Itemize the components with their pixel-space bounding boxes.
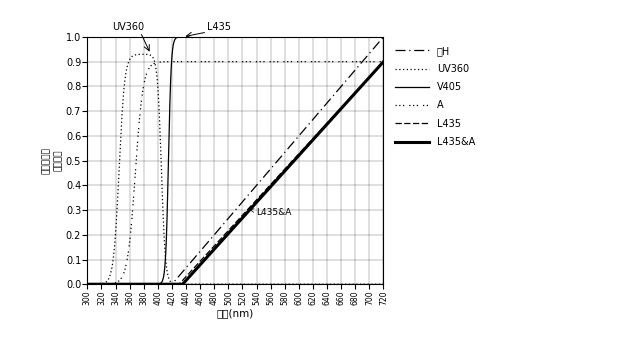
A bbox=[276, 60, 284, 64]
A bbox=[307, 60, 314, 64]
UV360 bbox=[322, 282, 330, 286]
UV360 bbox=[306, 282, 313, 286]
UV360 bbox=[380, 282, 388, 286]
V405 bbox=[325, 35, 332, 39]
Line: A: A bbox=[87, 62, 384, 284]
L435 bbox=[320, 124, 328, 128]
V405 bbox=[262, 35, 270, 39]
L435 bbox=[262, 188, 269, 192]
L435&A bbox=[380, 60, 388, 64]
紙H bbox=[304, 123, 312, 127]
L435 bbox=[324, 120, 332, 124]
A bbox=[305, 60, 312, 64]
Y-axis label: 分光透過率
分光強度: 分光透過率 分光強度 bbox=[42, 147, 63, 174]
L435&A bbox=[324, 121, 332, 125]
A bbox=[176, 60, 183, 64]
A bbox=[83, 282, 91, 286]
V405 bbox=[307, 35, 314, 39]
V405 bbox=[217, 35, 225, 39]
L435 bbox=[306, 140, 313, 144]
Text: L435&A: L435&A bbox=[250, 208, 292, 217]
L435&A bbox=[83, 282, 91, 286]
UV360 bbox=[264, 282, 271, 286]
A bbox=[262, 60, 269, 64]
L435 bbox=[83, 282, 91, 286]
Text: UV360: UV360 bbox=[112, 22, 144, 32]
L435&A bbox=[306, 142, 313, 146]
Line: L435: L435 bbox=[87, 62, 384, 284]
Text: L435: L435 bbox=[207, 22, 231, 32]
UV360 bbox=[307, 282, 315, 286]
L435&A bbox=[176, 282, 183, 286]
紙H bbox=[306, 121, 313, 125]
UV360 bbox=[325, 282, 333, 286]
紙H bbox=[380, 35, 388, 39]
V405 bbox=[83, 282, 91, 286]
V405 bbox=[176, 35, 183, 39]
X-axis label: 波長(nm): 波長(nm) bbox=[217, 308, 254, 318]
A bbox=[380, 60, 388, 64]
L435&A bbox=[320, 125, 328, 129]
Line: L435&A: L435&A bbox=[87, 62, 384, 284]
A bbox=[321, 60, 328, 64]
V405 bbox=[380, 35, 388, 39]
L435 bbox=[176, 281, 183, 285]
L435 bbox=[380, 60, 388, 64]
Line: V405: V405 bbox=[87, 37, 384, 284]
紙H bbox=[176, 273, 183, 277]
Line: UV360: UV360 bbox=[87, 54, 384, 284]
Legend: 紙H, UV360, V405, A, L435, L435&A: 紙H, UV360, V405, A, L435, L435&A bbox=[391, 42, 479, 151]
V405 bbox=[305, 35, 312, 39]
UV360 bbox=[232, 282, 239, 286]
UV360 bbox=[83, 282, 91, 286]
UV360 bbox=[177, 282, 184, 286]
V405 bbox=[321, 35, 328, 39]
A bbox=[325, 60, 332, 64]
紙H bbox=[262, 173, 269, 177]
紙H bbox=[83, 282, 91, 286]
L435&A bbox=[304, 143, 312, 147]
UV360 bbox=[139, 52, 147, 56]
L435 bbox=[304, 142, 312, 146]
紙H bbox=[324, 100, 332, 104]
Line: 紙H: 紙H bbox=[87, 37, 384, 284]
L435&A bbox=[262, 190, 269, 194]
紙H bbox=[320, 104, 328, 108]
